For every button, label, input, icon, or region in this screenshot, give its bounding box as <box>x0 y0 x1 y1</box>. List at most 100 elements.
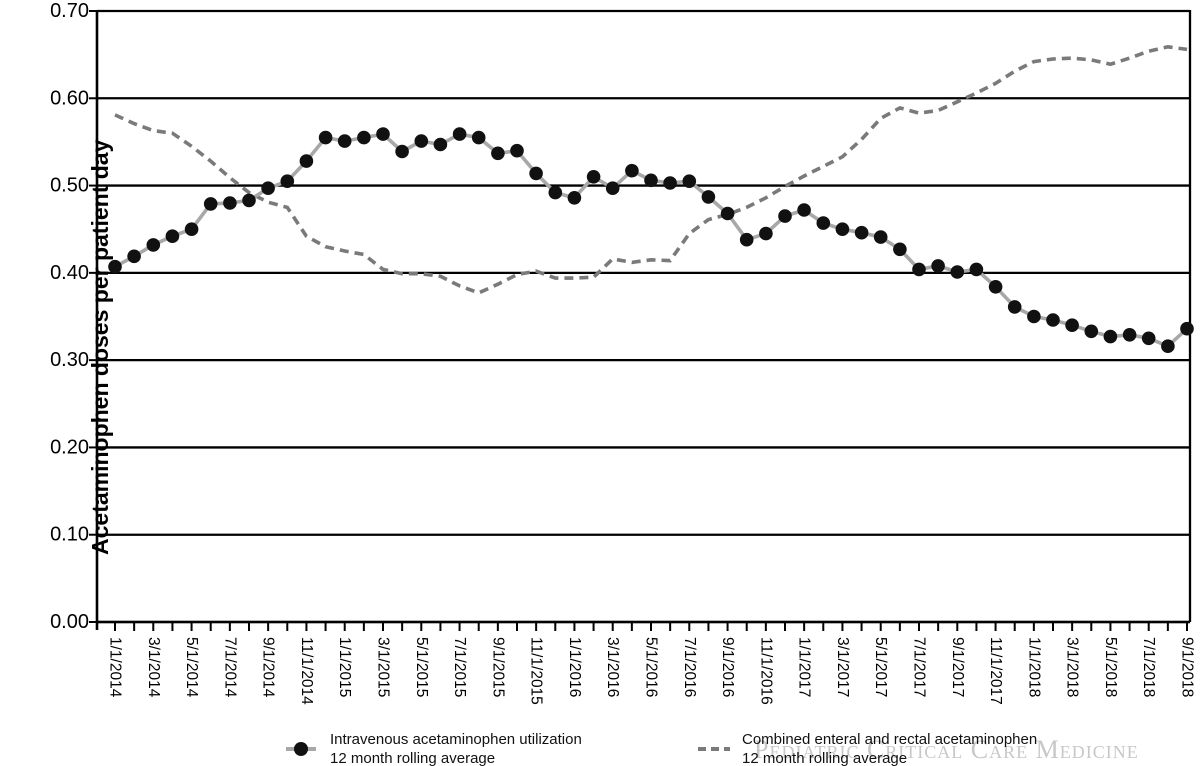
legend-item-iv: Intravenous acetaminophen utilization 12… <box>286 730 582 766</box>
x-tick-label: 7/1/2017 <box>911 637 928 697</box>
legend-item-enteral: Combined enteral and rectal acetaminophe… <box>698 730 1037 766</box>
x-tick-label: 7/1/2015 <box>451 637 468 697</box>
iv-data-point <box>969 262 984 277</box>
iv-data-point <box>1046 313 1060 327</box>
axes <box>95 10 1192 630</box>
iv-data-point <box>797 203 811 217</box>
iv-data-point <box>1084 324 1099 339</box>
iv-data-point <box>395 144 409 159</box>
iv-data-point <box>739 232 754 247</box>
iv-data-point <box>1103 329 1118 344</box>
x-tick-label: 9/1/2016 <box>719 637 736 697</box>
y-tick-labels: 0.00 0.10 0.20 0.30 0.40 0.50 0.60 0.70 <box>50 0 89 633</box>
x-tick-label: 9/1/2014 <box>260 637 277 698</box>
x-tick-label: 1/1/2016 <box>566 637 583 697</box>
x-tick-label: 1/1/2015 <box>336 637 353 697</box>
iv-data-point <box>586 170 601 184</box>
iv-data-point <box>510 143 524 158</box>
x-tick-label: 11/1/2017 <box>987 637 1004 705</box>
x-tick-label: 1/1/2017 <box>796 637 813 697</box>
iv-data-point <box>893 242 907 257</box>
iv-data-point <box>682 174 697 188</box>
iv-data-point <box>357 130 371 145</box>
iv-data-point <box>203 197 218 211</box>
x-tick-label: 7/1/2014 <box>221 637 238 698</box>
iv-series <box>114 132 1189 349</box>
x-tick-label: 7/1/2018 <box>1140 637 1157 697</box>
x-tick-label: 9/1/2015 <box>489 637 506 697</box>
iv-data-point <box>471 130 486 145</box>
x-tick-marks <box>114 622 1188 631</box>
iv-data-point <box>778 209 792 223</box>
iv-data-point <box>223 196 237 210</box>
iv-data-point <box>701 190 716 204</box>
legend-label-iv-line2: 12 month rolling average <box>330 750 496 766</box>
iv-data-point <box>931 259 945 273</box>
iv-data-point <box>108 259 122 274</box>
iv-data-point <box>816 216 831 230</box>
iv-data-point <box>1180 321 1194 336</box>
iv-data-point <box>567 191 582 205</box>
x-tick-label: 3/1/2015 <box>375 637 392 697</box>
iv-data-point <box>261 181 275 195</box>
iv-data-point <box>529 166 543 181</box>
legend-label-iv: Intravenous acetaminophen utilization 12… <box>330 730 582 766</box>
iv-data-point <box>663 176 677 190</box>
iv-data-point <box>452 127 467 141</box>
iv-data-point <box>433 137 448 152</box>
iv-data-point <box>127 249 141 264</box>
x-tick-label: 5/1/2015 <box>413 637 430 697</box>
x-tick-label: 5/1/2017 <box>872 637 889 697</box>
legend-label-iv-line1: Intravenous acetaminophen utilization <box>330 731 582 748</box>
iv-dot-icon <box>294 742 308 756</box>
x-tick-labels: 1/1/2014 3/1/2014 5/1/2014 7/1/2014 9/1/2014… <box>107 637 1196 705</box>
y-gridlines <box>97 9 1190 624</box>
iv-data-point <box>299 154 314 168</box>
y-tick-label: 0.70 <box>50 0 89 22</box>
legend: Intravenous acetaminophen utilization 12… <box>0 726 1200 766</box>
y-tick-label: 0.60 <box>50 87 89 109</box>
iv-data-point <box>1065 318 1079 333</box>
iv-data-point <box>873 230 888 244</box>
iv-data-point <box>337 134 352 148</box>
iv-data-point <box>165 229 180 243</box>
iv-series-line <box>114 132 1189 349</box>
x-tick-label: 5/1/2016 <box>643 637 660 697</box>
dashed-line-marker-icon <box>698 747 730 751</box>
x-tick-label: 9/1/2017 <box>949 637 966 697</box>
iv-data-point <box>548 185 563 200</box>
iv-data-point <box>146 238 161 252</box>
x-tick-label: 11/1/2014 <box>298 637 315 705</box>
iv-data-point <box>414 134 429 148</box>
x-tick-label: 1/1/2018 <box>1025 637 1042 697</box>
iv-data-point <box>644 173 658 188</box>
iv-data-point <box>1027 309 1041 324</box>
legend-label-enteral-line1: Combined enteral and rectal acetaminophe… <box>742 731 1038 748</box>
iv-data-point <box>1122 328 1137 342</box>
x-tick-label: 3/1/2018 <box>1064 637 1081 697</box>
y-axis-title: Acetaminophen doses per patient day <box>87 139 113 555</box>
x-tick-label: 3/1/2014 <box>145 637 162 698</box>
x-tick-label: 7/1/2016 <box>681 637 698 697</box>
x-tick-label: 11/1/2016 <box>757 637 774 705</box>
iv-data-point <box>1007 300 1022 314</box>
legend-label-enteral: Combined enteral and rectal acetaminophe… <box>742 730 1037 766</box>
iv-data-point <box>318 130 333 145</box>
iv-data-point <box>1141 331 1156 346</box>
x-tick-label: 11/1/2015 <box>528 637 545 705</box>
iv-data-point <box>835 222 850 236</box>
y-tick-label: 0.20 <box>50 436 89 458</box>
y-tick-label: 0.00 <box>50 611 89 633</box>
iv-data-point <box>720 206 735 221</box>
iv-data-point <box>1161 339 1175 354</box>
watermark: Pediatric Critical Care Medicine <box>754 735 1139 764</box>
iv-data-point <box>242 193 256 208</box>
x-tick-label: 1/1/2014 <box>107 637 124 698</box>
y-tick-marks <box>89 10 97 623</box>
iv-data-point <box>625 163 639 178</box>
x-tick-label: 5/1/2014 <box>183 637 200 698</box>
x-tick-label: 5/1/2018 <box>1102 637 1119 697</box>
iv-data-point <box>912 262 926 277</box>
iv-data-point <box>376 127 390 141</box>
